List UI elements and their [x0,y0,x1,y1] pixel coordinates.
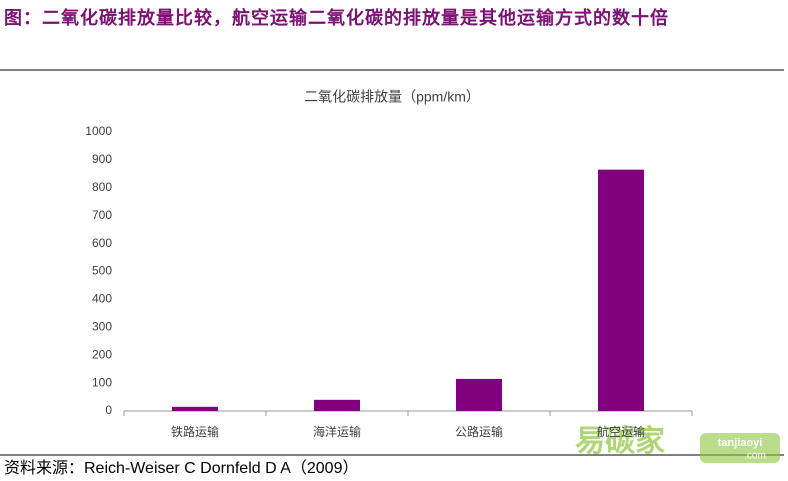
watermark: tanjiaoyi [718,437,763,449]
watermark-box [700,433,780,463]
watermark: .com [744,451,766,462]
watermark: 易碳家 [575,425,665,458]
x-tick-label: 航空运输 [597,424,645,439]
y-tick-label: 100 [92,375,112,389]
y-tick-label: 800 [92,180,112,194]
bar [172,406,218,411]
y-tick-label: 200 [92,347,112,361]
bar [456,378,502,411]
y-tick-label: 600 [92,236,112,250]
y-tick-label: 400 [92,292,112,306]
x-tick-label: 公路运输 [455,424,503,439]
x-tick-label: 海洋运输 [313,424,361,439]
y-tick-label: 700 [92,208,112,222]
bar [314,399,360,411]
y-tick-label: 300 [92,319,112,333]
chart-title: 二氧化碳排放量（ppm/km） [304,89,480,105]
heading: 图：二氧化碳排放量比较，航空运输二氧化碳的排放量是其他运输方式的数十倍 [4,8,669,29]
x-tick-label: 铁路运输 [171,424,219,439]
y-tick-label: 900 [92,152,112,166]
source: 资料来源：Reich-Weiser C Dornfeld D A（2009） [4,459,358,477]
bar [598,169,644,411]
y-tick-label: 1000 [85,124,112,138]
y-tick-label: 0 [105,403,112,417]
y-tick-label: 500 [92,264,112,278]
